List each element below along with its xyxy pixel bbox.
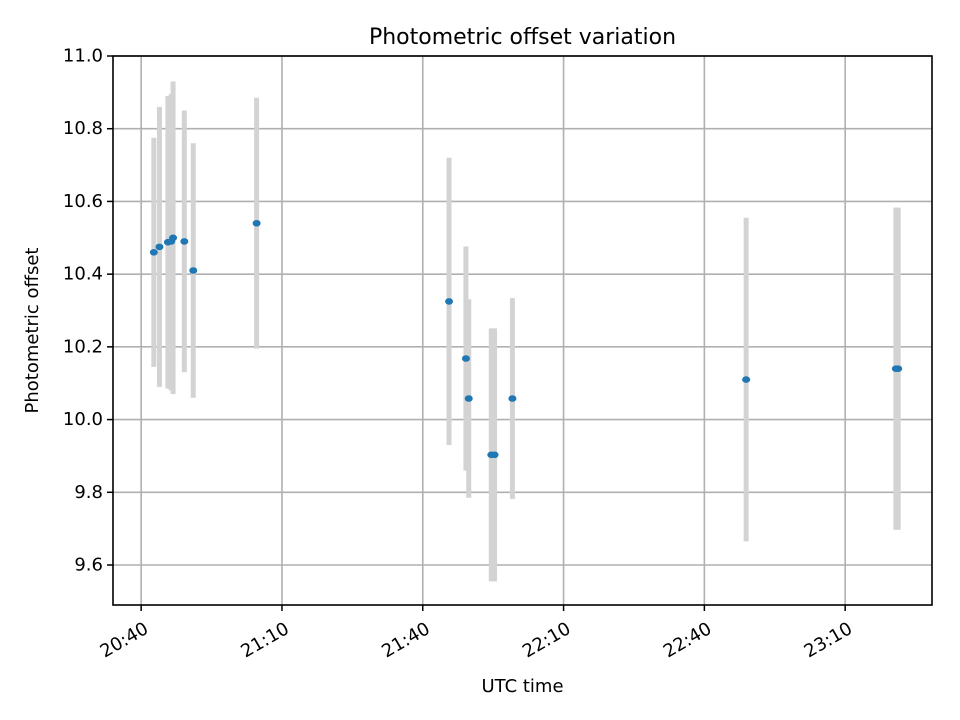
data-point <box>169 234 178 242</box>
data-point <box>149 249 158 256</box>
data-point <box>461 355 470 362</box>
data-point <box>445 298 454 305</box>
data-point <box>252 219 261 227</box>
y-tick-label: 10.0 <box>63 409 103 430</box>
y-tick-label: 9.8 <box>74 482 103 503</box>
data-point <box>894 365 903 372</box>
x-axis-label: UTC time <box>481 676 563 697</box>
data-point <box>490 451 499 459</box>
chart-title: Photometric offset variation <box>369 25 676 50</box>
y-axis-ticks: 9.6 9.8 10.0 10.2 10.4 10.6 10.8 11.0 <box>63 46 113 576</box>
data-point <box>742 376 751 383</box>
y-tick-label: 10.6 <box>63 191 103 212</box>
y-tick-label: 10.8 <box>63 118 103 139</box>
data-point <box>464 395 473 402</box>
data-point <box>508 395 517 402</box>
y-tick-label: 10.2 <box>63 336 103 357</box>
y-axis-label: Photometric offset <box>22 248 43 414</box>
axes-frame <box>112 55 933 606</box>
data-point <box>155 243 164 251</box>
y-tick-label: 11.0 <box>63 46 103 67</box>
data-point <box>189 267 198 274</box>
data-point <box>180 238 189 245</box>
data-points <box>149 219 903 459</box>
y-tick-label: 9.6 <box>74 555 103 576</box>
y-tick-label: 10.4 <box>63 264 103 285</box>
